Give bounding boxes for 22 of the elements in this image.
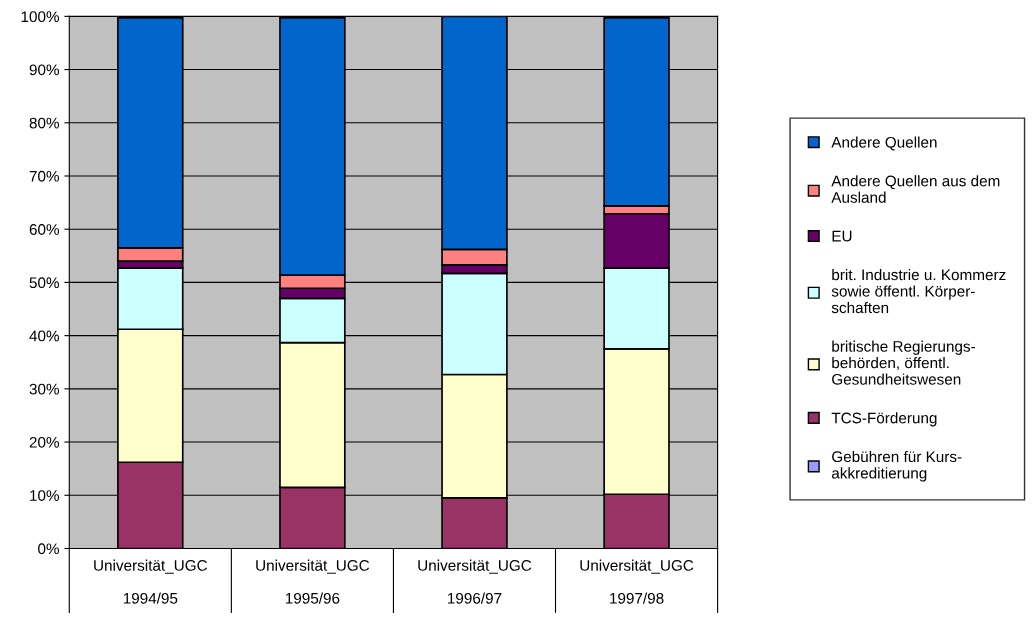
y-tick-label: 10% [30, 490, 60, 501]
legend-label: TCS-Förderung [831, 412, 937, 427]
legend-label: Andere Quellen aus dem Ausland [831, 175, 1000, 203]
y-tick-label: 60% [29, 224, 60, 235]
y-tick-label: 100% [21, 11, 60, 23]
category-label: Universität_UGC 1997/98 [580, 559, 694, 604]
y-tick-label: 50% [29, 277, 60, 289]
legend-label: brit. Industrie u. Kommerz sowie öffentl. Körper- schaften [831, 268, 1006, 314]
legend-label: Gebühren für Kurs- akkreditierung [831, 450, 962, 482]
legend-label: britische Regierungs- behörden, öffentl. Gesundheitswesen [832, 340, 975, 385]
category-label: Universität_UGC 1994/95 [94, 559, 208, 604]
category-label: Universität_UGC 1996/97 [418, 559, 532, 604]
category-label: Universität_UGC 1995/96 [256, 559, 370, 604]
y-tick-label: 0% [38, 543, 60, 555]
y-tick-label: 20% [29, 436, 60, 448]
y-tick-label: 70% [29, 170, 60, 182]
y-tick-label: 40% [29, 330, 60, 342]
y-tick-label: 90% [29, 64, 60, 76]
y-tick-label: 80% [29, 117, 60, 129]
legend-label: EU [832, 230, 852, 242]
y-tick-label: 30% [29, 383, 60, 395]
legend-label: Andere Quellen [831, 136, 937, 151]
